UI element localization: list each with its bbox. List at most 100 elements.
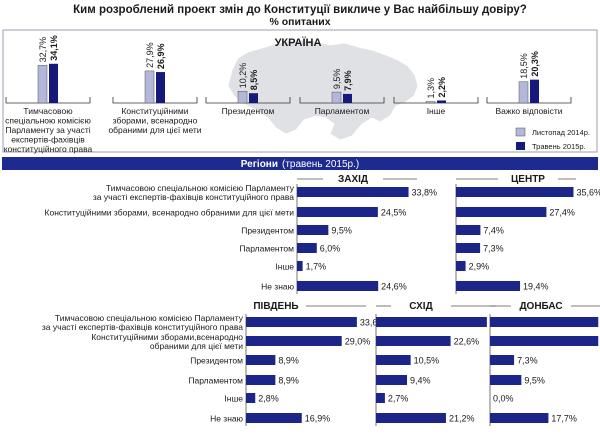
region-bar-value: 9,5% xyxy=(331,226,352,236)
bar-may2015-1 xyxy=(156,72,165,103)
region-bar-value: 33,6% xyxy=(360,318,386,328)
category-bracket xyxy=(393,97,479,104)
region-category-label: Інше xyxy=(224,394,243,404)
category-label: Інше xyxy=(427,106,446,116)
region-bar-value: 24,5% xyxy=(381,208,407,218)
category-label: Тимчасовою xyxy=(23,106,73,116)
bar-value-label: 7,9% xyxy=(343,70,353,91)
region-bar-0 xyxy=(376,317,487,327)
region-bar-value: 7,4% xyxy=(483,226,504,236)
bar-nov2014-0 xyxy=(37,65,48,104)
region-bar-2 xyxy=(376,355,411,365)
region-category-label: Не знаю xyxy=(210,414,244,424)
regions-subtitle: (травень 2015р.) xyxy=(282,159,359,170)
region-category-label: Парламентом xyxy=(188,376,243,386)
category-label: експертів-фахівців xyxy=(11,135,85,145)
bar-may2015-2 xyxy=(249,93,258,103)
region-bar-value: 17,7% xyxy=(551,414,577,424)
bar-value-label: 1,3% xyxy=(426,78,436,99)
region-bar-value: 9,4% xyxy=(410,376,431,386)
category-label: Парламенту за участі xyxy=(5,125,90,135)
legend-label-nov2014: Листопад 2014р. xyxy=(532,128,590,137)
category-bracket xyxy=(5,97,91,104)
region-title: ЦЕНТР xyxy=(511,174,545,185)
region-bar-value: 1,7% xyxy=(306,262,327,272)
region-bar-1 xyxy=(246,336,342,346)
region-category-label: Тимчасовою спеціальною комісією Парламен… xyxy=(106,183,295,193)
region-bar-value: 22,6% xyxy=(454,337,480,347)
region-bar-value: 24,6% xyxy=(381,282,407,292)
region-bar-2 xyxy=(246,355,276,365)
region-bar-2 xyxy=(490,355,515,365)
region-bar-value: 27,4% xyxy=(549,208,575,218)
regions-title: Регіони xyxy=(241,159,278,170)
bar-may2015-5 xyxy=(530,79,539,103)
region-bar-value: 19,4% xyxy=(523,282,549,292)
region-category-label: Конституційними зборами, всенародно обра… xyxy=(45,208,295,218)
chart-title: Ким розроблений проект змін до Конституц… xyxy=(73,4,527,16)
region-bar-value: 8,9% xyxy=(278,356,299,366)
bar-nov2014-3 xyxy=(331,91,342,104)
category-bracket xyxy=(486,97,572,104)
region-title: ЗАХІД xyxy=(338,174,368,185)
category-label: конституційного права xyxy=(4,144,93,154)
bar-value-label: 20,3% xyxy=(530,51,540,77)
bar-value-label: 32,7% xyxy=(38,37,48,63)
region-bar-4 xyxy=(246,393,256,403)
region-bar-value: 33,8% xyxy=(412,188,438,198)
region-bar-5 xyxy=(297,281,379,291)
map-label: УКРАЇНА xyxy=(275,36,322,49)
category-label: Парламентом xyxy=(315,106,370,116)
region-bar-3 xyxy=(456,243,481,253)
legend-swatch-may2015 xyxy=(516,142,525,150)
region-bar-4 xyxy=(297,261,303,271)
region-category-label: обраними для цієї мети xyxy=(150,341,243,351)
region-bar-value: 8,9% xyxy=(278,376,299,386)
region-bar-5 xyxy=(246,413,302,423)
region-bar-value: 10,5% xyxy=(414,356,440,366)
region-bar-3 xyxy=(376,375,408,385)
region-bar-5 xyxy=(456,281,521,291)
region-bar-1 xyxy=(376,336,451,346)
category-label: Важко відповісти xyxy=(496,106,563,116)
region-bar-1 xyxy=(490,336,599,346)
bar-may2015-0 xyxy=(49,63,58,103)
region-category-label: Не знаю xyxy=(261,282,295,292)
bar-nov2014-2 xyxy=(237,91,248,104)
legend-label-may2015: Травень 2015р. xyxy=(532,142,586,151)
region-bar-5 xyxy=(490,413,549,423)
category-label: спеціальною комісією xyxy=(5,116,91,126)
region-bar-3 xyxy=(297,243,317,253)
region-category-label: Парламентом xyxy=(239,244,294,254)
category-label: обраними для цієї мети xyxy=(108,125,201,135)
region-bar-value: 21,2% xyxy=(449,414,475,424)
region-bar-value: 9,5% xyxy=(524,376,545,386)
bar-value-label: 18,5% xyxy=(519,53,529,79)
region-bar-value: 7,3% xyxy=(517,356,538,366)
legend-swatch-nov2014 xyxy=(515,127,526,137)
region-category-label: Президентом xyxy=(190,356,243,366)
bar-value-label: 26,9% xyxy=(156,44,166,70)
region-bar-2 xyxy=(297,225,329,235)
region-title: ПІВДЕНЬ xyxy=(253,301,298,312)
category-bracket xyxy=(299,97,385,104)
region-bar-5 xyxy=(376,413,446,423)
regions-header-bar xyxy=(2,157,598,170)
region-title: СХІД xyxy=(409,301,432,312)
ukraine-map-icon xyxy=(227,39,419,141)
region-bar-value: 2,8% xyxy=(258,394,279,404)
region-bar-0 xyxy=(297,187,409,197)
region-category-label: Президентом xyxy=(241,226,294,236)
region-bar-value: 16,9% xyxy=(305,414,331,424)
regions-area: ЗАХІД 33,8% 24,5% 9,5% 6,0% 1,7% 24,6% Тимчасов… xyxy=(42,174,600,426)
bar-nov2014-1 xyxy=(144,70,155,104)
bar-value-label: 9,5% xyxy=(332,69,342,90)
region-bar-value: 2,7% xyxy=(388,394,409,404)
region-bar-3 xyxy=(246,375,276,385)
bar-value-label: 2,2% xyxy=(437,77,447,98)
region-bar-4 xyxy=(456,261,466,271)
bar-value-label: 34,1% xyxy=(49,35,59,61)
region-category-label: за участі експертів-фахівців конституцій… xyxy=(93,192,294,202)
region-bar-1 xyxy=(456,207,547,217)
